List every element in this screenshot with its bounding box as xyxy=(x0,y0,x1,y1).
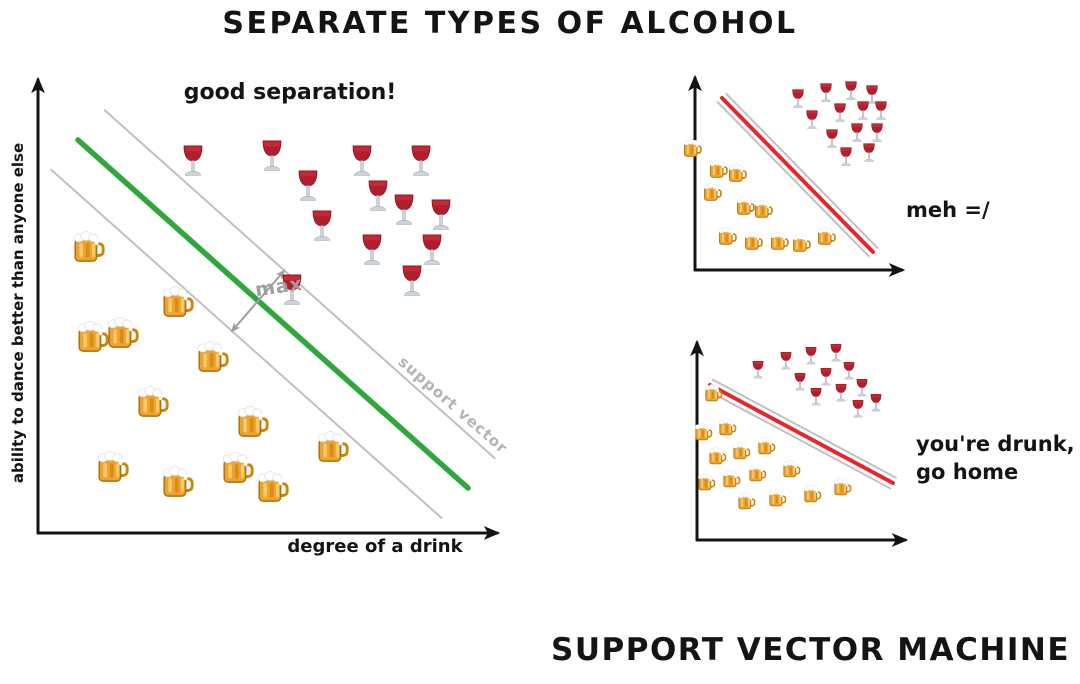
beer-mug-icon xyxy=(718,417,737,436)
wine-glass-icon xyxy=(871,123,883,142)
wine-glass-icon xyxy=(866,85,878,104)
beer-mug-icon xyxy=(757,436,776,455)
wine-glass-icon xyxy=(362,234,382,266)
beer-mug-icon xyxy=(316,430,349,463)
wine-glass-icon xyxy=(820,83,832,102)
y-axis-label: ability to dance better than anyone else xyxy=(9,142,27,484)
beer-mug-icon xyxy=(768,488,787,507)
beer-mug-icon xyxy=(708,159,728,179)
beer-mug-icon xyxy=(236,405,269,438)
margin-line xyxy=(711,378,897,479)
wine-glass-icon xyxy=(394,194,414,226)
footer-title: SUPPORT VECTOR MACHINE xyxy=(551,632,1070,668)
wine-glass-icon xyxy=(857,101,869,120)
wine-glass-icon xyxy=(826,129,838,148)
beer-mug-icon xyxy=(136,385,169,418)
drunk-chart xyxy=(670,335,920,550)
beer-mug-icon xyxy=(76,320,109,353)
drunk-chart-canvas xyxy=(690,339,909,547)
wine-glass-icon xyxy=(352,145,372,177)
wine-glass-icon xyxy=(262,140,282,172)
wine-glass-icon xyxy=(805,346,817,365)
wine-glass-icon xyxy=(431,199,451,231)
beer-mug-icon xyxy=(753,199,773,219)
beer-mug-icon xyxy=(708,446,727,465)
beer-mug-icon xyxy=(791,233,811,253)
wine-glass-icon xyxy=(183,145,203,177)
wine-glass-icon xyxy=(794,372,806,391)
beer-mug-icon xyxy=(221,451,254,484)
wine-glass-icon xyxy=(411,145,431,177)
beer-mug-icon xyxy=(704,383,723,402)
wine-glass-icon xyxy=(368,180,388,212)
wine-glass-icon xyxy=(810,387,822,406)
main-chart-caption: good separation! xyxy=(183,80,397,105)
wine-glass-icon xyxy=(870,393,882,412)
beer-mug-icon xyxy=(732,441,751,460)
beer-mug-icon xyxy=(722,469,741,488)
x-axis-label: degree of a drink xyxy=(287,536,463,557)
wine-glass-icon xyxy=(806,110,818,129)
beer-mug-icon xyxy=(803,484,822,503)
beer-mug-icon xyxy=(106,316,139,349)
wine-glass-icon xyxy=(856,378,868,397)
beer-mug-icon xyxy=(702,182,722,202)
beer-mug-icon xyxy=(735,196,755,216)
wine-glass-icon xyxy=(820,367,832,386)
wine-glass-icon xyxy=(402,265,422,297)
margin-width-arrow xyxy=(230,269,286,333)
page-title: SEPARATE TYPES OF ALCOHOL xyxy=(222,6,798,41)
beer-mug-icon xyxy=(717,226,737,246)
beer-mug-icon xyxy=(694,422,713,441)
beer-mug-icon xyxy=(769,231,789,251)
beer-mug-icon xyxy=(196,340,229,373)
margin-line xyxy=(50,168,443,519)
wine-glass-icon xyxy=(780,351,792,370)
beer-mug-icon xyxy=(72,230,105,263)
beer-mug-icon xyxy=(697,472,716,491)
main-chart: good separation! max support vector degr… xyxy=(9,70,545,570)
wine-glass-icon xyxy=(422,234,442,266)
wine-glass-icon xyxy=(834,103,846,122)
drunk-caption-line1: you're drunk, xyxy=(916,432,1075,456)
wine-glass-icon xyxy=(835,383,847,402)
meh-chart-canvas xyxy=(682,74,906,277)
beer-mug-icon xyxy=(737,491,756,510)
decision-boundary-line xyxy=(708,383,895,485)
wine-glass-icon xyxy=(851,123,863,142)
wine-glass-icon xyxy=(852,399,864,418)
wine-glass-icon xyxy=(845,81,857,100)
beer-mug-icon xyxy=(748,463,767,482)
drunk-caption: you're drunk, go home xyxy=(916,430,1075,487)
beer-mug-icon xyxy=(743,231,763,251)
main-chart-canvas xyxy=(31,76,501,540)
decision-boundary-line xyxy=(720,96,875,254)
wine-glass-icon xyxy=(843,361,855,380)
margin-line xyxy=(716,101,870,258)
beer-mug-icon xyxy=(782,459,801,478)
wine-glass-icon xyxy=(840,147,852,166)
margin-line xyxy=(706,389,892,490)
drunk-caption-line2: go home xyxy=(916,460,1019,485)
beer-mug-icon xyxy=(256,470,289,503)
beer-mug-icon xyxy=(96,450,129,483)
wine-glass-icon xyxy=(752,360,764,379)
beer-mug-icon xyxy=(161,465,194,498)
beer-mug-icon xyxy=(816,226,836,246)
meh-chart xyxy=(670,70,920,285)
wine-glass-icon xyxy=(863,143,875,162)
wine-glass-icon xyxy=(298,170,318,202)
wine-glass-icon xyxy=(875,101,887,120)
decision-boundary-line xyxy=(75,137,471,491)
wine-glass-icon xyxy=(792,89,804,108)
beer-mug-icon xyxy=(833,477,852,496)
beer-mug-icon xyxy=(682,138,702,158)
wine-glass-icon xyxy=(312,210,332,242)
wine-glass-icon xyxy=(830,343,842,362)
margin-line xyxy=(725,92,879,249)
beer-mug-icon xyxy=(727,163,747,183)
meh-caption: meh =/ xyxy=(906,198,990,222)
